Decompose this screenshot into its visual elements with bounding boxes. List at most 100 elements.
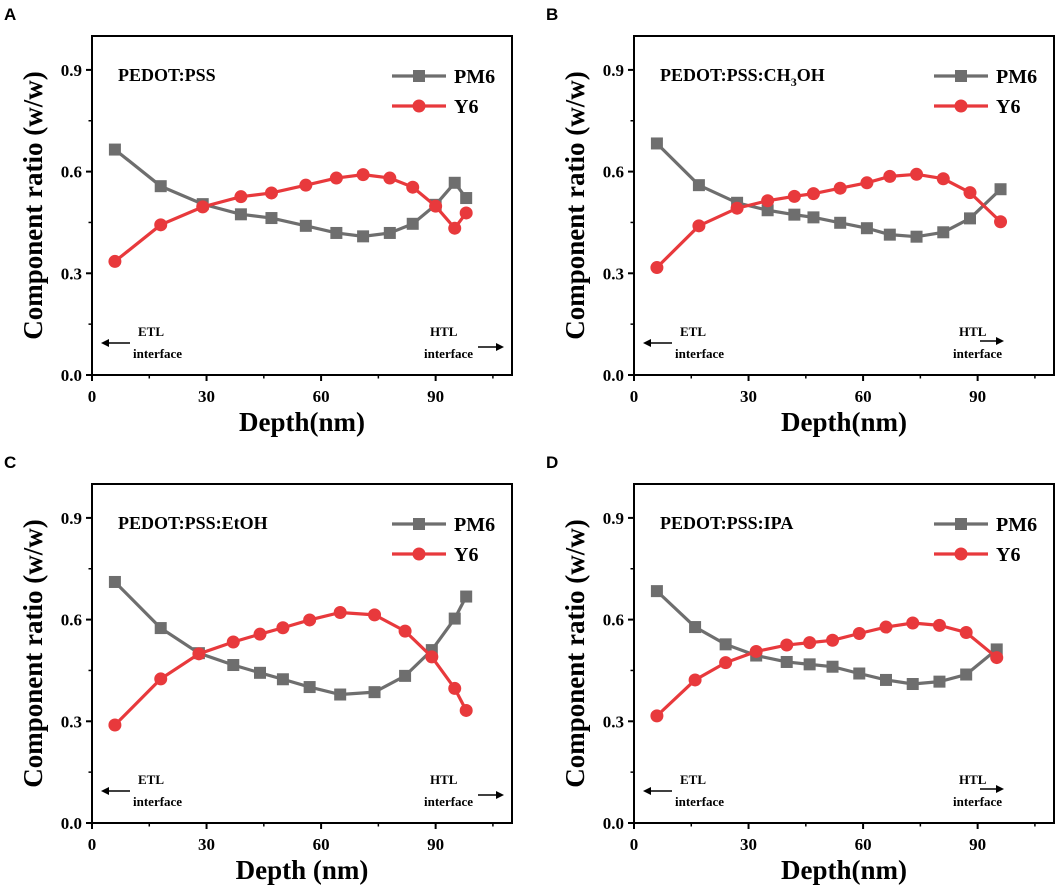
htl-interface-label: interface bbox=[424, 794, 473, 809]
legend-marker-y6 bbox=[954, 99, 968, 113]
point-y6 bbox=[196, 200, 210, 214]
y-tick-label: 0.6 bbox=[603, 163, 624, 182]
legend-label-y6: Y6 bbox=[454, 544, 478, 566]
y-axis-label: Component ratio (w/w) bbox=[560, 519, 590, 787]
point-pm6 bbox=[689, 621, 702, 634]
point-pm6 bbox=[460, 192, 473, 205]
x-tick-label: 90 bbox=[427, 835, 444, 854]
point-y6 bbox=[429, 199, 443, 213]
point-y6 bbox=[730, 201, 744, 215]
point-y6 bbox=[425, 650, 439, 664]
panel-label: D bbox=[546, 453, 558, 472]
y-tick-label: 0.3 bbox=[603, 712, 624, 731]
point-y6 bbox=[398, 624, 412, 638]
legend-label-pm6: PM6 bbox=[454, 66, 495, 88]
point-pm6 bbox=[719, 638, 732, 651]
htl-arrowhead bbox=[496, 791, 504, 799]
x-tick-label: 90 bbox=[969, 387, 986, 406]
point-pm6 bbox=[883, 228, 896, 241]
legend-marker-y6 bbox=[412, 547, 426, 561]
y-tick-label: 0.0 bbox=[61, 366, 82, 385]
x-tick-label: 60 bbox=[855, 387, 872, 406]
point-pm6 bbox=[650, 137, 663, 150]
x-axis-label: Depth(nm) bbox=[781, 407, 907, 437]
point-pm6 bbox=[803, 658, 816, 671]
point-pm6 bbox=[960, 668, 973, 681]
panel-label: B bbox=[546, 5, 558, 24]
point-pm6 bbox=[964, 212, 976, 225]
point-pm6 bbox=[368, 686, 381, 699]
y-tick-label: 0.3 bbox=[61, 264, 82, 283]
panel-title: PEDOT:PSS:EtOH bbox=[118, 513, 268, 533]
point-y6 bbox=[154, 672, 168, 686]
point-pm6 bbox=[303, 681, 316, 694]
panel-d: D 0 30 60 90 0.0 0.3 0.6 0.9 Depth(nm) Component r… bbox=[546, 453, 1055, 885]
htl-arrowhead bbox=[996, 337, 1004, 345]
point-y6 bbox=[719, 656, 733, 670]
point-y6 bbox=[459, 703, 473, 717]
htl-interface-label: interface bbox=[424, 346, 473, 361]
etl-arrowhead bbox=[643, 339, 651, 347]
point-y6 bbox=[963, 186, 977, 200]
x-tick-label: 0 bbox=[630, 835, 639, 854]
panel-label: C bbox=[4, 453, 16, 472]
point-y6 bbox=[780, 638, 794, 652]
legend-marker-pm6 bbox=[955, 70, 967, 82]
etl-interface-label: interface bbox=[133, 794, 182, 809]
point-y6 bbox=[833, 181, 847, 195]
point-y6 bbox=[108, 254, 122, 268]
point-y6 bbox=[879, 620, 893, 634]
point-y6 bbox=[936, 172, 950, 186]
point-y6 bbox=[787, 189, 801, 203]
point-pm6 bbox=[994, 183, 1007, 196]
etl-interface-label: interface bbox=[133, 346, 182, 361]
y-tick-label: 0.9 bbox=[61, 509, 82, 528]
panel-title-main: PEDOT:PSS:IPA bbox=[660, 513, 793, 533]
x-axis-label: Depth (nm) bbox=[236, 855, 369, 885]
point-pm6 bbox=[807, 211, 820, 224]
htl-arrowhead bbox=[996, 785, 1004, 793]
point-pm6 bbox=[108, 143, 121, 156]
etl-label: ETL bbox=[138, 772, 164, 787]
x-axis-label: Depth(nm) bbox=[781, 855, 907, 885]
y-tick-label: 0.9 bbox=[61, 61, 82, 80]
point-pm6 bbox=[761, 204, 774, 217]
legend-marker-pm6 bbox=[413, 70, 425, 82]
point-y6 bbox=[303, 613, 317, 627]
etl-interface-label: interface bbox=[675, 794, 724, 809]
point-y6 bbox=[650, 709, 664, 723]
x-tick-label: 30 bbox=[740, 387, 757, 406]
point-y6 bbox=[650, 261, 664, 275]
point-pm6 bbox=[860, 222, 873, 235]
plot-frame bbox=[633, 35, 1055, 376]
x-tick-label: 90 bbox=[427, 387, 444, 406]
legend-label-y6: Y6 bbox=[454, 96, 478, 118]
x-tick-label: 0 bbox=[88, 387, 97, 406]
point-y6 bbox=[906, 616, 920, 630]
y-tick-label: 0.9 bbox=[603, 509, 624, 528]
htl-label: HTL bbox=[430, 772, 458, 787]
htl-arrowhead bbox=[496, 343, 504, 351]
point-y6 bbox=[990, 651, 1004, 665]
point-y6 bbox=[253, 627, 267, 641]
htl-label: HTL bbox=[959, 772, 987, 787]
x-tick-label: 30 bbox=[198, 387, 215, 406]
point-y6 bbox=[276, 621, 290, 635]
panel-label: A bbox=[4, 5, 16, 24]
point-pm6 bbox=[880, 673, 892, 686]
point-y6 bbox=[826, 633, 840, 647]
panel-title: PEDOT:PSS:CH3OH bbox=[660, 65, 825, 89]
point-pm6 bbox=[234, 208, 247, 221]
point-pm6 bbox=[448, 612, 461, 625]
point-y6 bbox=[329, 171, 343, 185]
x-tick-label: 30 bbox=[198, 835, 215, 854]
point-pm6 bbox=[265, 212, 278, 225]
x-tick-label: 0 bbox=[630, 387, 639, 406]
point-y6 bbox=[406, 180, 420, 194]
y-axis-label: Component ratio (w/w) bbox=[18, 71, 48, 339]
y-tick-label: 0.3 bbox=[61, 712, 82, 731]
legend-marker-pm6 bbox=[413, 518, 425, 530]
y-axis-label: Component ratio (w/w) bbox=[18, 519, 48, 787]
etl-arrowhead bbox=[101, 339, 109, 347]
point-y6 bbox=[932, 618, 946, 632]
